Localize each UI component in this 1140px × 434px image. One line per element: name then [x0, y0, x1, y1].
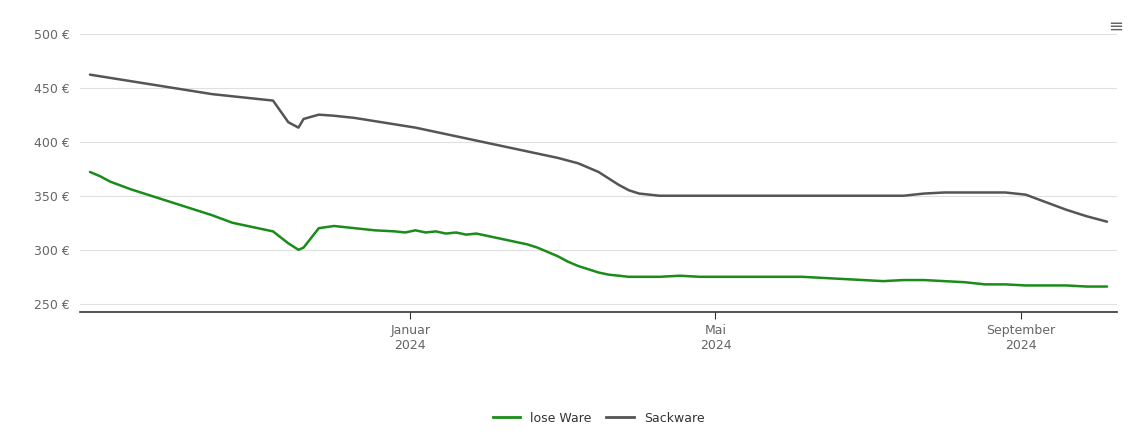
Text: ≡: ≡ — [1108, 17, 1123, 35]
Legend: lose Ware, Sackware: lose Ware, Sackware — [488, 407, 709, 430]
